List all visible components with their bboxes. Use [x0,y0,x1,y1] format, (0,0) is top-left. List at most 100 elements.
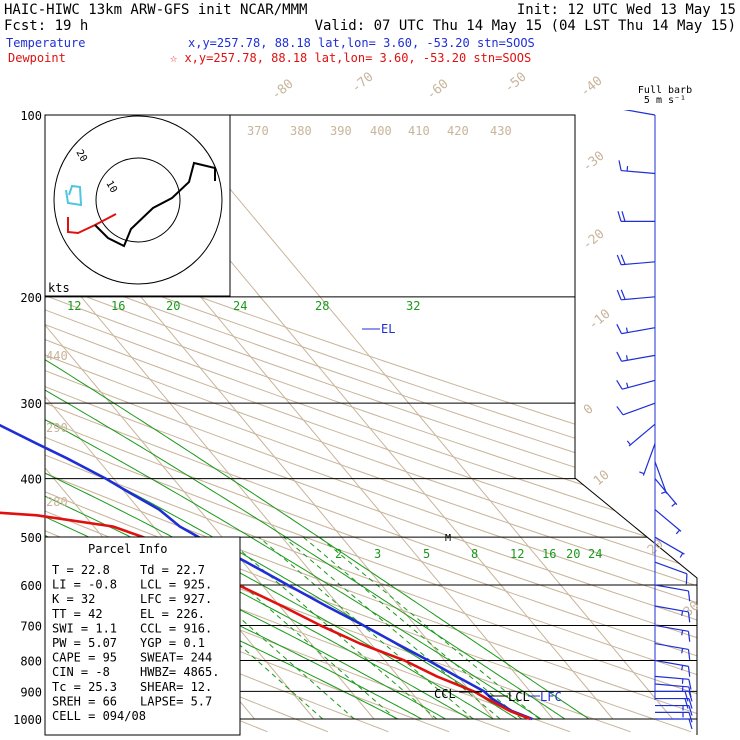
wind-barb [655,704,693,716]
parcel-field: Td = 22.7 [140,563,205,577]
m-label: M [445,533,451,544]
parcel-field: CAPE = 95 [52,651,117,665]
wind-barb [639,443,656,476]
skew-tick-label: 20 [566,547,580,561]
wind-barb [654,509,682,535]
skew-tick-label: 0 [581,402,597,419]
parcel-field: SWI = 1.1 [52,621,117,635]
pressure-axis: 100 200 300 400 500 600 700 800 900 1000 [13,109,42,727]
hodo-kts-label: kts [48,281,70,295]
skew-grid [0,115,697,733]
parcel-field: LAPSE= 5.7 [140,694,212,708]
skew-tick-label: 10 [591,468,613,490]
dry-adiabat [45,127,697,733]
dewpoint-trace [0,511,531,721]
valid-time: Valid: 07 UTC Thu 14 May 15 (04 LST Thu … [315,18,736,34]
wind-barb-panel: Full barb 5 m s⁻¹ [616,85,693,730]
parcel-field: Tc = 25.3 [52,680,117,694]
wind-barb [616,324,656,335]
pressure-tick-label: 700 [20,619,42,633]
dry-adiabat [45,127,697,733]
dewpoint-legend: Dewpoint [8,51,66,65]
skew-tick-label: 400 [370,124,392,138]
moist-adiabat [45,220,518,720]
moist-adiabat [45,220,494,720]
dry-adiabat [45,127,697,733]
parcel-field: CIN = -8 [52,665,110,679]
dry-adiabat [45,127,697,733]
hodo-trace-cyan [65,184,83,207]
hodo-trace-red [67,213,117,235]
pressure-tick-label: 900 [20,685,42,699]
pressure-tick-label: 100 [20,109,42,123]
skew-tick-label: 2 [335,547,342,561]
parcel-field: SREH = 66 [52,694,117,708]
parcel-field: EL = 226. [140,607,205,621]
plot-frame [45,114,698,735]
dry-adiabat [45,127,697,733]
skew-tick-label: -40 [578,73,606,100]
dry-adiabat [45,127,697,733]
dry-adiabat [45,127,697,733]
dry-adiabat [45,127,389,733]
skew-tick-label: -60 [424,76,452,103]
parcel-field: LI = -0.8 [52,578,117,592]
skew-tick-label: -50 [502,69,530,96]
pressure-tick-label: 300 [20,397,42,411]
dry-adiabat [45,127,697,733]
skew-tick-label: 24 [233,299,247,313]
moist-adiabat [45,220,542,720]
dry-adiabat [45,127,697,733]
wind-barb [616,254,656,266]
level-markers: EL M CCL LCL LFC [362,322,562,704]
wind-barb [617,211,655,222]
parcel-field: SHEAR= 12. [140,680,212,694]
title-left: HAIC-HIWC 13km ARW-GFS init NCAR/MMM [4,2,307,18]
wind-barb [626,423,656,447]
wind-barb [654,461,668,495]
parcel-field: SWEAT= 244 [140,651,212,665]
pressure-tick-label: 1000 [13,713,42,727]
skew-tick-label: 20 [645,537,667,559]
parcel-field: YGP = 0.1 [140,636,205,650]
lcl-label: LCL [508,690,530,704]
skew-tick-label: -80 [269,76,297,103]
parcel-info-title: Parcel Info [88,542,167,556]
skew-tick-label: 8 [471,547,478,561]
parcel-field: K = 32 [52,592,95,606]
moist-adiabat [45,220,566,720]
parcel-field: PW = 5.07 [52,636,117,650]
wind-barb [654,584,691,602]
dry-adiabat [45,127,697,733]
skew-tick-label: 30 [681,599,703,621]
skew-tick-label: 16 [542,547,556,561]
skew-tick-label: 32 [406,299,420,313]
parcel-field: HWBZ= 4865. [140,665,219,679]
wind-barb [616,289,656,301]
forecast-hour: Fcst: 19 h [4,18,88,34]
hodo-ring-20: 20 [73,148,89,164]
isotherm-line [0,115,16,719]
dry-adiabat [45,127,692,733]
skew-tick-label: 28 [315,299,329,313]
parcel-field: CCL = 916. [140,621,212,635]
hodo-trace-black [94,161,216,248]
el-label: EL [381,322,395,336]
wind-barb [655,711,693,723]
skew-tick-label: -70 [349,69,377,96]
wind-barb [623,110,656,116]
barb-title: Full barb [638,85,692,96]
init-time: Init: 12 UTC Wed 13 May 15 [517,2,736,18]
pressure-tick-label: 400 [20,473,42,487]
dry-adiabat [45,127,697,733]
mixing-ratio-line [258,536,474,720]
wind-barb [654,642,691,660]
skew-tick-label: 420 [447,124,469,138]
parcel-field: LCL = 925. [140,578,212,592]
dry-adiabat [45,127,697,733]
mixing-ratio-line [283,536,501,720]
wind-barb [616,351,656,362]
parcel-field: T = 22.8 [52,563,110,577]
wind-barb [654,536,685,558]
skew-tick-label: 440 [46,349,68,363]
